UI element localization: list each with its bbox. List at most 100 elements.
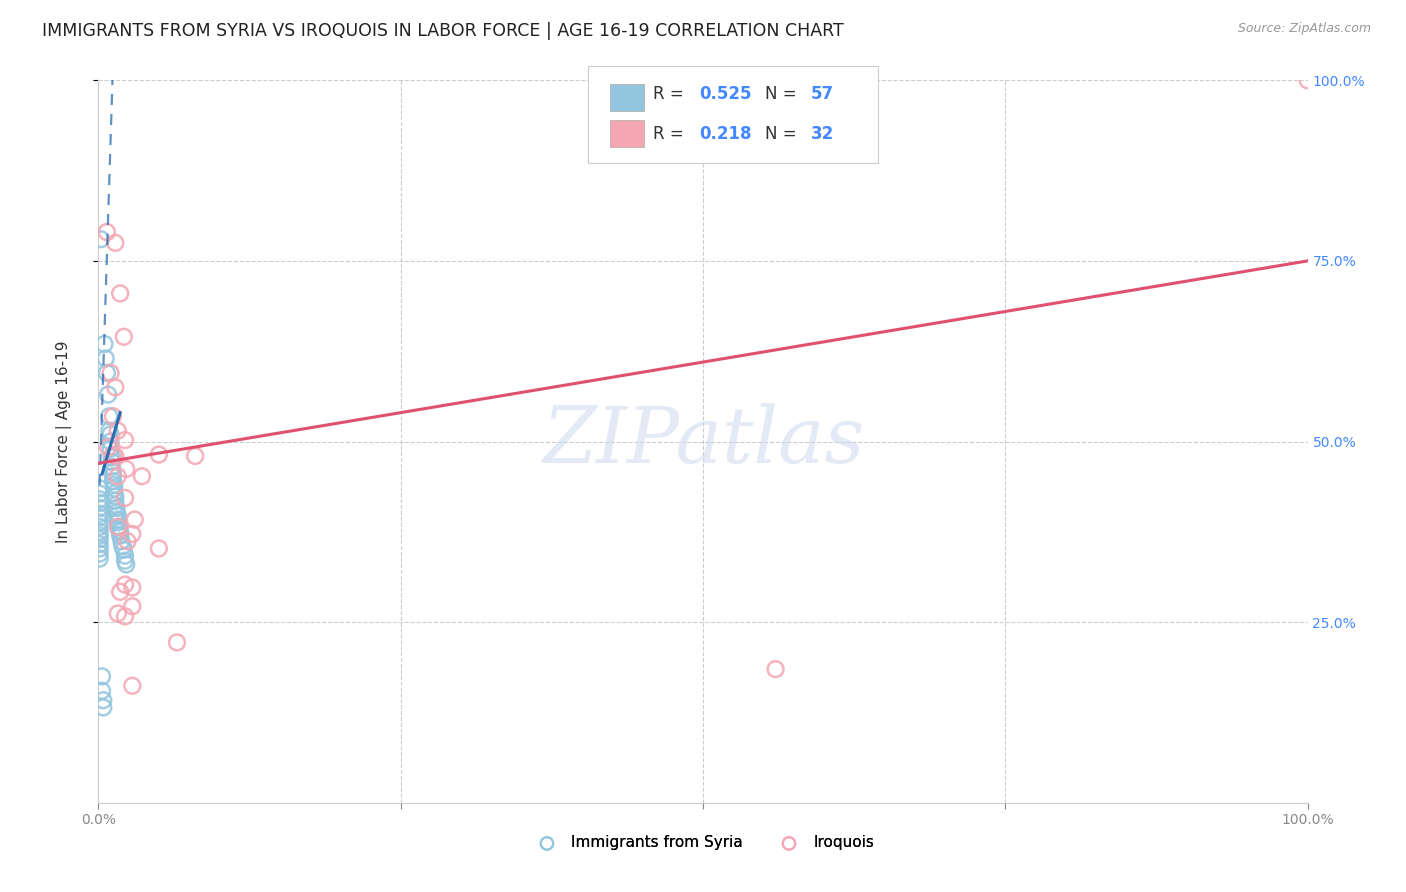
- Point: [107, 516, 129, 530]
- Point: [94, 351, 117, 366]
- Point: [115, 558, 138, 572]
- Point: [101, 469, 124, 483]
- Point: [107, 520, 129, 534]
- Point: [100, 434, 122, 449]
- Point: [108, 523, 131, 537]
- Text: ZIPatlas: ZIPatlas: [541, 403, 865, 480]
- Point: [121, 599, 143, 614]
- Point: [97, 440, 120, 454]
- Point: [107, 508, 129, 523]
- Point: [114, 491, 136, 505]
- Point: [89, 532, 111, 546]
- Point: [112, 330, 135, 344]
- Point: [124, 512, 146, 526]
- Point: [89, 501, 111, 516]
- Point: [121, 581, 143, 595]
- Point: [108, 584, 131, 599]
- Point: [89, 486, 111, 500]
- Y-axis label: In Labor Force | Age 16-19: In Labor Force | Age 16-19: [56, 340, 72, 543]
- Text: 32: 32: [811, 125, 834, 143]
- Point: [121, 679, 143, 693]
- Point: [114, 549, 136, 563]
- Point: [97, 387, 120, 401]
- Point: [107, 512, 129, 526]
- Point: [91, 693, 114, 707]
- Point: [101, 448, 124, 462]
- Text: N =: N =: [765, 85, 801, 103]
- Point: [103, 486, 125, 500]
- Text: Source: ZipAtlas.com: Source: ZipAtlas.com: [1237, 22, 1371, 36]
- Point: [96, 225, 118, 239]
- Point: [765, 662, 787, 676]
- Point: [101, 465, 124, 479]
- Point: [103, 478, 125, 492]
- Point: [96, 366, 118, 380]
- Point: [89, 537, 111, 551]
- Point: [148, 541, 170, 556]
- Point: [114, 609, 136, 624]
- Point: [114, 433, 136, 447]
- Text: R =: R =: [654, 125, 689, 143]
- Text: N =: N =: [765, 125, 801, 143]
- Point: [114, 577, 136, 591]
- Point: [117, 534, 139, 549]
- Point: [108, 286, 131, 301]
- Point: [114, 554, 136, 568]
- Point: [100, 442, 122, 456]
- Point: [108, 524, 131, 539]
- Point: [104, 493, 127, 508]
- Point: [89, 528, 111, 542]
- Point: [107, 424, 129, 438]
- Point: [89, 541, 111, 556]
- Point: [115, 462, 138, 476]
- Point: [100, 455, 122, 469]
- Point: [91, 669, 114, 683]
- Point: [89, 507, 111, 521]
- Point: [100, 459, 122, 474]
- Point: [107, 607, 129, 621]
- Point: [108, 520, 131, 534]
- FancyBboxPatch shape: [610, 120, 644, 147]
- Point: [107, 469, 129, 483]
- Text: 0.525: 0.525: [699, 85, 752, 103]
- Point: [111, 539, 134, 553]
- Point: [100, 366, 122, 380]
- Point: [104, 380, 127, 394]
- Text: 0.218: 0.218: [699, 125, 752, 143]
- Point: [89, 482, 111, 496]
- Text: IMMIGRANTS FROM SYRIA VS IROQUOIS IN LABOR FORCE | AGE 16-19 CORRELATION CHART: IMMIGRANTS FROM SYRIA VS IROQUOIS IN LAB…: [42, 22, 844, 40]
- Point: [112, 542, 135, 557]
- Point: [100, 427, 122, 442]
- Legend: Immigrants from Syria, Iroquois: Immigrants from Syria, Iroquois: [526, 830, 880, 856]
- Point: [104, 235, 127, 250]
- Point: [89, 496, 111, 510]
- Point: [90, 232, 112, 246]
- Point: [98, 424, 121, 438]
- Point: [89, 516, 111, 530]
- Point: [89, 524, 111, 539]
- Point: [103, 482, 125, 496]
- Point: [89, 547, 111, 561]
- Point: [89, 510, 111, 524]
- Point: [89, 520, 111, 534]
- Point: [89, 551, 111, 566]
- Point: [131, 469, 153, 483]
- Point: [184, 449, 207, 463]
- FancyBboxPatch shape: [610, 84, 644, 112]
- Point: [110, 534, 132, 549]
- Point: [1296, 73, 1319, 87]
- Point: [101, 475, 124, 489]
- Point: [105, 505, 128, 519]
- Point: [166, 635, 188, 649]
- Point: [91, 700, 114, 714]
- Point: [104, 498, 127, 512]
- Point: [89, 492, 111, 507]
- Point: [104, 490, 127, 504]
- Point: [148, 448, 170, 462]
- Point: [105, 501, 128, 516]
- Point: [121, 527, 143, 541]
- Point: [98, 409, 121, 424]
- Point: [104, 449, 127, 463]
- Point: [93, 337, 115, 351]
- Point: [101, 409, 124, 424]
